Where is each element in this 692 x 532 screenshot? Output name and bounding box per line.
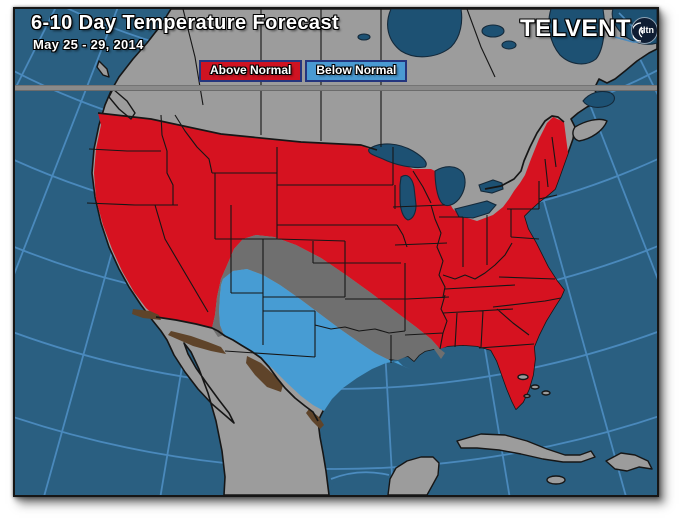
page-title: 6-10 Day Temperature Forecast xyxy=(31,12,340,34)
bay-of-campeche xyxy=(330,470,390,495)
separator-bar xyxy=(15,85,657,91)
border-terrain-strips xyxy=(132,309,324,429)
legend-above-normal: Above Normal xyxy=(199,60,303,82)
dtn-badge-icon: dtn xyxy=(631,17,657,44)
dtn-signal-arcs-icon xyxy=(633,22,644,42)
legend-below-normal: Below Normal xyxy=(305,60,408,82)
islands-group xyxy=(96,60,653,495)
state-boundaries xyxy=(86,114,562,363)
gulf-grid-line xyxy=(330,471,390,480)
dtn-badge-label: dtn xyxy=(640,25,654,35)
legend: Above Normal Below Normal xyxy=(199,60,408,82)
transition-zone xyxy=(212,235,445,361)
telvent-logo: TELVENT xyxy=(520,15,632,42)
country-borders xyxy=(97,112,565,422)
map-frame: 6-10 Day Temperature Forecast May 25 - 2… xyxy=(13,7,659,497)
date-range: May 25 - 29, 2014 xyxy=(33,37,144,52)
